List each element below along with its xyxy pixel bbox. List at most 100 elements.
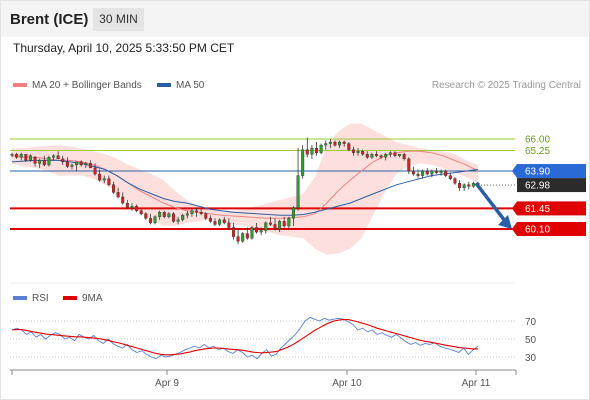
candle-body [333,141,337,146]
rsi-tick-label: 50 [525,335,537,346]
candle [79,160,83,167]
candle-body [148,218,152,224]
candle-body [374,154,378,156]
candle [236,229,240,245]
level-label-pivot: 63.90 [525,167,550,178]
candle-body [181,215,185,221]
candle [250,225,254,240]
candle-body [467,184,471,187]
candle-body [38,160,42,164]
candle-body [296,175,300,208]
candle-body [453,178,457,184]
candle-body [250,227,254,239]
candle-body [310,147,314,155]
candle-body [47,157,51,166]
candle [213,218,217,226]
candle [70,163,74,170]
candle-body [185,213,189,216]
rsi-series-9ma [11,319,478,356]
rsi-series-rsi [11,316,479,360]
candle [125,200,129,210]
candle [462,183,466,191]
candle [434,167,438,175]
candle-body [199,212,203,214]
candle [393,151,397,158]
candle [65,157,69,168]
instrument-title: Brent (ICE) [10,11,89,28]
timestamp: Thursday, April 10, 2025 5:33:50 PM CET [13,41,235,55]
candle [467,181,471,190]
candle [402,152,406,161]
candle-body [190,210,194,214]
candle-body [425,170,429,175]
candle-body [107,178,111,185]
candle-body [402,154,406,160]
last-price-label-box [517,178,586,193]
candle [315,142,319,156]
candle [328,139,332,149]
candle [305,137,309,158]
candle-body [42,160,46,166]
candle [148,213,152,225]
candle [448,172,452,181]
candle [171,212,175,223]
candle-body [52,155,56,158]
ma50-legend: MA 50 [157,80,204,91]
candle [374,151,378,158]
candle [324,140,328,150]
candle [310,145,314,159]
candle-body [407,158,411,172]
candle [388,151,392,158]
candle-body [204,213,208,219]
rsi-legend-label: RSI [32,293,49,304]
candle-body [208,218,212,222]
candle [181,213,185,222]
candle-body [370,154,374,158]
candle-body [158,212,162,217]
rsi-tick-label: 30 [525,353,537,364]
time-axis-label: Apr 11 [462,378,491,389]
ma50-legend-label: MA 50 [176,80,205,91]
candle [42,155,46,167]
candle [407,157,411,175]
candle-body [19,154,23,158]
candle [222,216,226,225]
candle-body [393,152,397,156]
candle-body [144,213,148,219]
candle-body [112,184,116,193]
candle-body [444,170,448,176]
candle-body [365,154,369,158]
candle-body [388,152,392,155]
candle [370,152,374,159]
candle [291,206,295,226]
candle [416,169,420,179]
candle [458,180,462,191]
candle-body [84,163,88,166]
candle-body [24,154,28,161]
level-label-support-box [517,222,586,236]
candle [278,219,282,233]
candle-body [222,219,226,224]
candle [15,152,19,159]
candle [268,216,272,226]
candle-body [241,233,245,242]
candle [421,169,425,179]
level-label-support: 60.10 [525,225,550,236]
candle [204,212,208,220]
candle-body [458,183,462,189]
candle-body [268,222,272,225]
candle-body [319,144,323,153]
candle [255,222,259,234]
candle [61,155,65,165]
candle [185,210,189,219]
candle-body [153,216,157,224]
timeframe-button[interactable]: 30 MIN [93,8,144,31]
candle-body [61,158,65,163]
candle [351,146,355,156]
candle-body [75,161,79,166]
candle [356,148,360,156]
candle-body [398,154,402,156]
candle-body [278,221,282,230]
candle-body [342,141,346,144]
candle [195,207,199,217]
